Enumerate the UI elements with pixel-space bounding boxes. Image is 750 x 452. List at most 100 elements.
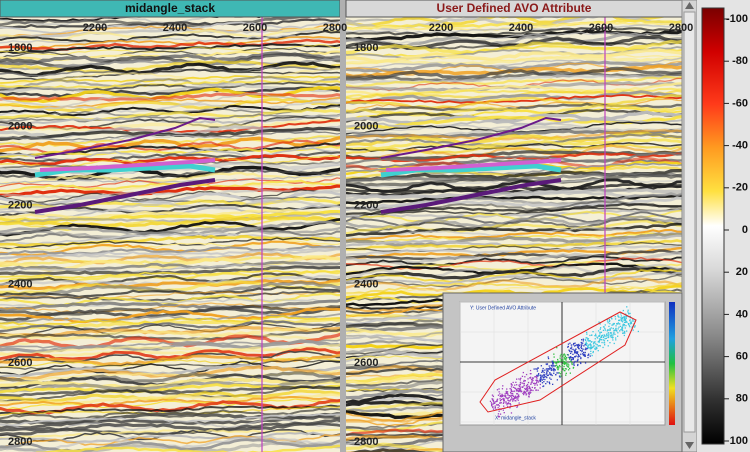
seismic-trace (0, 413, 340, 427)
seismic-trace (0, 130, 340, 141)
crossplot-point (503, 412, 505, 414)
crossplot-point (581, 342, 583, 344)
crossplot-point (572, 366, 575, 369)
scroll-up[interactable] (685, 2, 694, 9)
crossplot-point (507, 399, 509, 401)
crossplot-point (569, 360, 572, 363)
crossplot-point (606, 333, 608, 335)
crossplot-point (607, 340, 609, 342)
crossplot-point (505, 402, 507, 404)
seismic-trace (346, 56, 682, 70)
scrollbar-thumb[interactable] (683, 11, 696, 433)
crossplot-point (598, 341, 600, 343)
crossplot-point (562, 362, 564, 364)
seismic-trace (0, 101, 340, 116)
crossplot-point (630, 322, 633, 324)
seismic-trace (0, 240, 340, 251)
crossplot-point (564, 363, 566, 365)
crossplot-point (573, 349, 575, 351)
crossplot-point (586, 343, 588, 345)
crossplot-point (596, 347, 598, 350)
seismic-trace (0, 142, 340, 157)
y-tick-label: 1800 (8, 42, 32, 54)
crossplot-point (507, 402, 510, 404)
crossplot-point (580, 346, 582, 349)
crossplot-point (575, 355, 577, 357)
crossplot-point (584, 351, 586, 354)
crossplot-point (607, 329, 609, 331)
crossplot-point (491, 404, 493, 406)
crossplot-point (530, 383, 532, 385)
crossplot-point (556, 366, 558, 369)
crossplot-point (604, 329, 606, 331)
crossplot-point (520, 386, 522, 388)
scroll-down[interactable] (685, 442, 694, 449)
crossplot-point (567, 354, 569, 356)
crossplot-point (612, 324, 614, 326)
crossplot-point (574, 356, 576, 358)
crossplot-point (507, 393, 509, 395)
crossplot-point (576, 360, 578, 362)
crossplot-point (537, 367, 539, 369)
seismic-trace (346, 220, 682, 235)
crossplot-point (621, 329, 624, 331)
crossplot-point (624, 318, 626, 320)
crossplot-point (579, 349, 582, 352)
crossplot-point (605, 337, 607, 339)
crossplot-point (510, 394, 512, 397)
crossplot-point (523, 392, 525, 394)
crossplot-point (609, 329, 611, 331)
crossplot-point (542, 367, 544, 370)
x-tick-label: 2600 (589, 22, 613, 34)
crossplot-point (536, 382, 538, 384)
crossplot-point (506, 392, 508, 394)
horizon (39, 158, 216, 172)
crossplot-point (581, 350, 583, 352)
crossplot-point (537, 374, 539, 376)
crossplot-point (590, 353, 592, 355)
crossplot-point (567, 366, 569, 368)
crossplot-point (554, 369, 556, 371)
horizon (385, 158, 562, 172)
crossplot-point (575, 348, 577, 350)
crossplot-point (620, 320, 623, 322)
crossplot-point (613, 323, 615, 325)
crossplot-point (595, 346, 597, 348)
crossplot-point (621, 327, 624, 329)
crossplot-point (542, 385, 544, 388)
crossplot-point (607, 345, 609, 347)
crossplot-point (563, 356, 565, 359)
crossplot-point (547, 357, 550, 360)
crossplot-point (541, 379, 543, 381)
crossplot-point (559, 357, 561, 359)
crossplot-point (494, 407, 496, 409)
seismic-trace (346, 129, 682, 141)
crossplot-point (562, 359, 564, 361)
crossplot-point (589, 355, 591, 357)
crossplot-point (510, 399, 512, 401)
crossplot-point (494, 405, 496, 407)
crossplot-point (543, 385, 545, 387)
crossplot-point (518, 394, 520, 396)
crossplot-point (586, 331, 588, 334)
crossplot-x-label: X: midangle_stack (495, 415, 536, 421)
crossplot-point (629, 312, 631, 315)
crossplot-point (610, 336, 612, 338)
crossplot-point (577, 346, 580, 348)
crossplot-point (516, 378, 518, 380)
crossplot-point (543, 371, 545, 374)
crossplot-point (559, 376, 561, 378)
crossplot-point (545, 383, 547, 385)
crossplot-point (598, 334, 600, 337)
seismic-trace (0, 251, 340, 266)
crossplot-point (526, 383, 529, 386)
seismic-trace (0, 97, 340, 113)
crossplot-point (564, 355, 566, 358)
divider[interactable] (340, 0, 346, 452)
seismic-trace (346, 255, 682, 267)
seismic-trace (0, 189, 340, 204)
crossplot-point (504, 395, 506, 398)
colorbar-tick-label: 80 (736, 393, 748, 405)
crossplot-point (539, 383, 541, 386)
crossplot-point (613, 330, 615, 332)
